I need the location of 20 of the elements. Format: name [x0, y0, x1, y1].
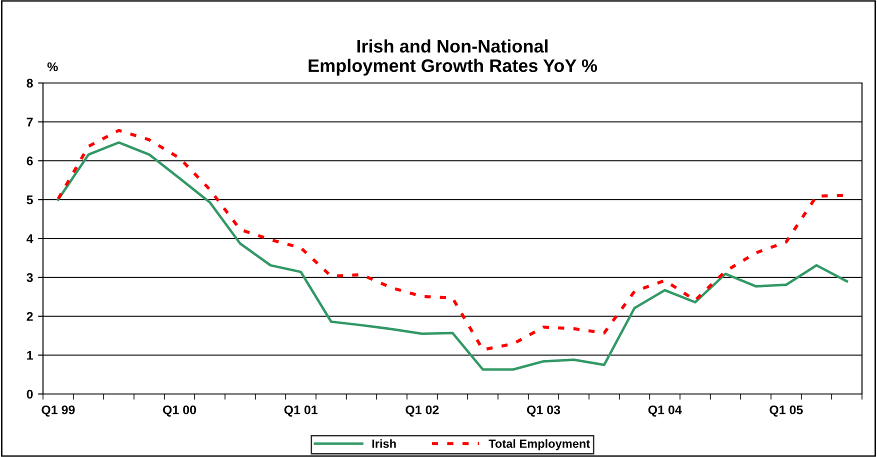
x-tick-label: Q1 04 — [648, 405, 682, 417]
y-tick-label: 0 — [26, 390, 33, 399]
x-tick-label: Q1 02 — [406, 405, 439, 417]
x-tick-label: Q1 01 — [284, 405, 318, 417]
y-tick-label: 3 — [26, 273, 33, 282]
x-tick-label: Q1 03 — [526, 405, 560, 417]
legend-label: Irish — [372, 439, 396, 448]
y-tick-label: 8 — [26, 78, 33, 88]
legend-label: Total Employment — [488, 439, 590, 450]
x-tick-label: Q1 05 — [770, 405, 803, 417]
y-tick-label: 4 — [26, 234, 34, 244]
chart-title: Irish and Non-National Employment Growth Rates YoY % — [308, 39, 598, 76]
y-tick-label: 5 — [26, 196, 33, 204]
y-tick-label: 7 — [26, 118, 33, 126]
y-axis-title: % — [47, 62, 58, 72]
y-tick-label: 2 — [26, 312, 33, 321]
y-tick-label: 6 — [26, 156, 33, 166]
y-tick-label: 1 — [27, 351, 33, 360]
x-tick-label: Q1 99 — [42, 405, 75, 417]
x-tick-label: Q1 00 — [162, 405, 196, 417]
